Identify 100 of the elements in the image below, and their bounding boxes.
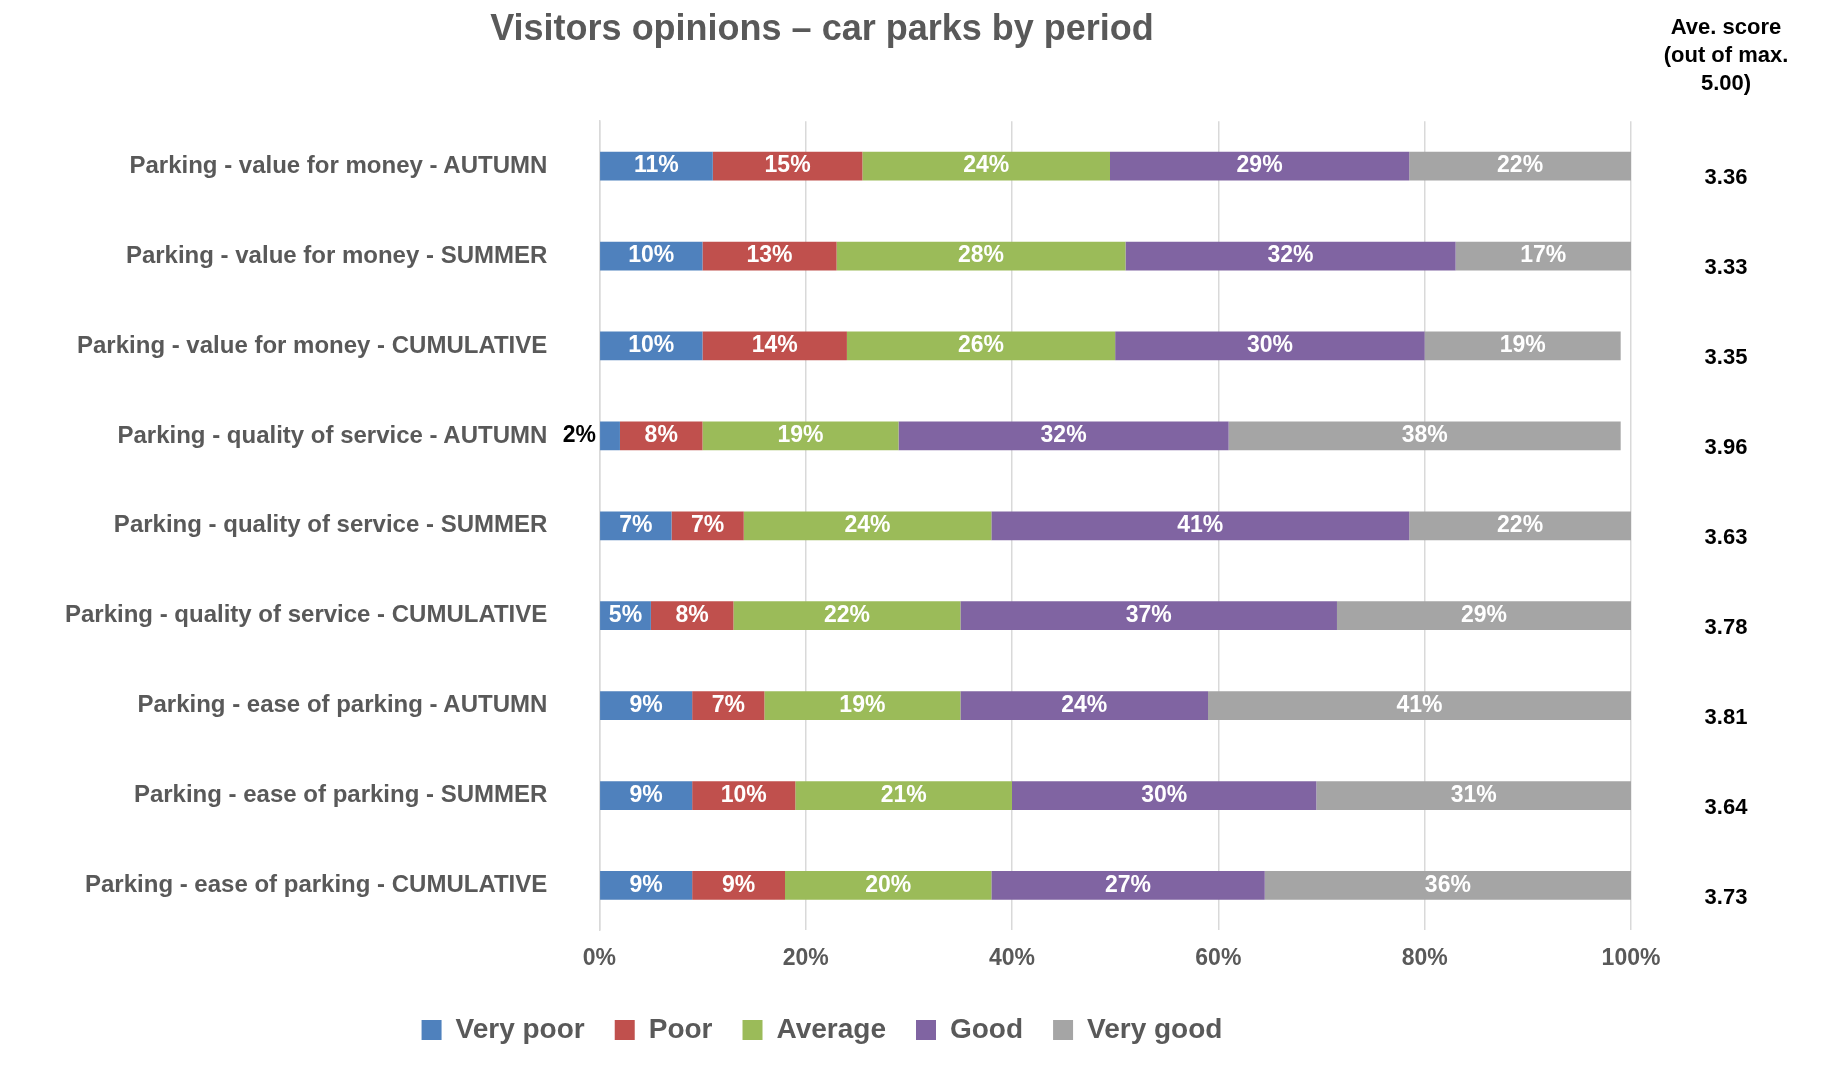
bar <box>960 691 1209 721</box>
bar <box>898 421 1229 451</box>
chart-title: Visitors opinions – car parks by period <box>490 6 1154 48</box>
bar <box>1208 691 1631 721</box>
data-label: 37% <box>1125 601 1172 628</box>
bar <box>991 511 1410 541</box>
text: 3.63 <box>1704 523 1748 549</box>
bar <box>764 691 961 721</box>
data-label: 22% <box>1497 151 1544 178</box>
bar <box>1125 241 1456 271</box>
y-tick-label: Parking - ease of parking - SUMMER <box>133 780 548 808</box>
y-tick-label: Parking - value for money - SUMMER <box>125 240 548 268</box>
data-label: 29% <box>1460 601 1508 628</box>
data-label: 14% <box>751 331 798 358</box>
y-tick-label: Parking - value for money - CUMULATIVE <box>77 330 548 358</box>
data-label: 10% <box>720 780 767 807</box>
x-tick-label: 20% <box>782 943 829 970</box>
bar <box>1011 781 1317 810</box>
bar <box>1316 781 1631 810</box>
bar <box>1409 511 1631 541</box>
text: 3.64 <box>1704 793 1749 819</box>
text: 3.33 <box>1704 254 1748 280</box>
data-label: 9% <box>721 870 756 897</box>
data-label: 10% <box>628 241 675 268</box>
y-tick-label: Parking - value for money - AUTUMN <box>129 150 548 178</box>
data-label: 30% <box>1246 331 1293 358</box>
text: 3.96 <box>1704 433 1748 459</box>
x-tick-label: 80% <box>1401 943 1448 970</box>
data-label: 20% <box>865 870 912 897</box>
bar <box>1228 421 1621 451</box>
text: 3.36 <box>1704 164 1748 190</box>
data-label: 30% <box>1141 780 1188 807</box>
data-label: 41% <box>1177 511 1224 538</box>
text: 3.81 <box>1704 703 1748 729</box>
y-tick-label: Parking - quality of service - AUTUMN <box>117 420 548 448</box>
data-label: 2% <box>562 421 597 448</box>
legend-label: Poor <box>648 1012 713 1044</box>
data-label: 24% <box>844 511 891 538</box>
data-label: 10% <box>628 331 675 358</box>
bar <box>743 511 992 541</box>
data-label: 24% <box>1061 690 1108 717</box>
x-tick-label: 60% <box>1195 943 1242 970</box>
data-label: 5% <box>608 601 643 628</box>
legend-label: Very good <box>1087 1012 1223 1044</box>
bar <box>862 151 1110 181</box>
y-tick-label: Parking - ease of parking - CUMULATIVE <box>85 870 548 898</box>
data-label: 28% <box>958 241 1005 268</box>
data-label: 26% <box>958 331 1005 358</box>
data-label: 7% <box>691 511 725 538</box>
bar <box>600 421 620 451</box>
bar <box>991 871 1265 900</box>
bar <box>836 241 1126 271</box>
text: 3.35 <box>1704 344 1748 370</box>
legend-label: Good <box>949 1012 1024 1044</box>
bar <box>846 331 1116 361</box>
data-label: 31% <box>1450 780 1497 807</box>
data-label: 13% <box>746 241 793 268</box>
bar <box>1409 151 1631 181</box>
y-tick-label: Parking - ease of parking - AUTUMN <box>137 690 548 718</box>
data-label: 21% <box>880 780 927 807</box>
data-label: 22% <box>1497 511 1544 538</box>
bar <box>1336 601 1631 631</box>
x-tick-label: 0% <box>582 943 616 970</box>
data-label: 19% <box>777 421 824 448</box>
data-label: 19% <box>839 690 886 717</box>
data-label: 27% <box>1105 870 1152 897</box>
data-label: 9% <box>629 690 663 717</box>
data-label: 15% <box>764 151 811 178</box>
bar <box>1264 871 1631 900</box>
data-label: 36% <box>1424 870 1471 897</box>
legend-label: Very poor <box>455 1012 585 1044</box>
text: Ave. score (out of max. 5.00) <box>1663 14 1789 96</box>
data-label: 24% <box>963 151 1010 178</box>
data-label: 8% <box>644 421 678 448</box>
data-label: 9% <box>629 780 663 807</box>
data-label: 38% <box>1401 421 1448 448</box>
data-label: 9% <box>629 870 663 897</box>
data-label: 7% <box>711 690 745 717</box>
text: 3.73 <box>1704 883 1748 909</box>
bar <box>785 871 992 900</box>
x-tick-label: 100% <box>1601 943 1661 970</box>
data-label: 7% <box>619 511 653 538</box>
y-tick-label: Parking - quality of service - SUMMER <box>113 510 548 538</box>
data-label: 22% <box>823 601 870 628</box>
bar <box>960 601 1337 631</box>
bar <box>795 781 1012 810</box>
data-label: 11% <box>634 151 679 178</box>
data-label: 32% <box>1040 421 1087 448</box>
data-label: 17% <box>1520 241 1567 268</box>
data-label: 29% <box>1236 151 1283 178</box>
data-label: 32% <box>1267 241 1314 268</box>
bar <box>1115 331 1425 361</box>
text: 3.78 <box>1704 613 1748 639</box>
bar <box>733 601 961 631</box>
data-label: 41% <box>1396 690 1443 717</box>
legend-label: Average <box>776 1012 886 1044</box>
data-label: 19% <box>1499 331 1546 358</box>
x-tick-label: 40% <box>988 943 1036 970</box>
data-label: 8% <box>675 601 709 628</box>
bar <box>1110 151 1410 181</box>
